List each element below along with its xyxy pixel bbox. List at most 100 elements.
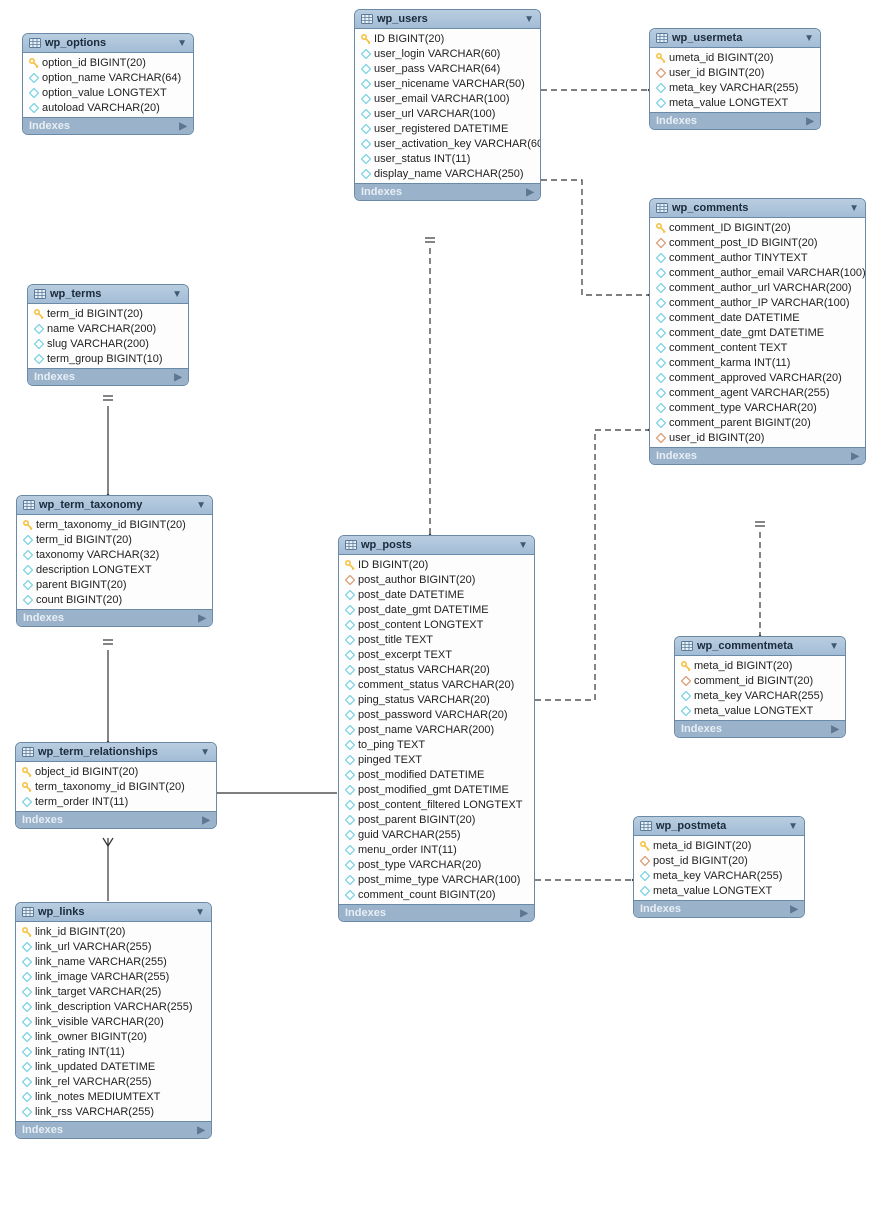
table-wp_links[interactable]: wp_links▼ link_id BIGINT(20) link_url VA… bbox=[15, 902, 212, 1139]
column-row[interactable]: slug VARCHAR(200) bbox=[28, 336, 188, 351]
expand-icon[interactable]: ▶ bbox=[520, 908, 528, 919]
column-row[interactable]: term_taxonomy_id BIGINT(20) bbox=[17, 517, 212, 532]
column-row[interactable]: user_registered DATETIME bbox=[355, 121, 540, 136]
column-row[interactable]: link_id BIGINT(20) bbox=[16, 924, 211, 939]
column-row[interactable]: option_name VARCHAR(64) bbox=[23, 70, 193, 85]
table-footer-indexes[interactable]: Indexes▶ bbox=[650, 447, 865, 464]
expand-icon[interactable]: ▶ bbox=[806, 116, 814, 127]
expand-icon[interactable]: ▶ bbox=[198, 613, 206, 624]
column-row[interactable]: meta_value LONGTEXT bbox=[675, 703, 845, 718]
column-row[interactable]: link_url VARCHAR(255) bbox=[16, 939, 211, 954]
column-row[interactable]: post_title TEXT bbox=[339, 632, 534, 647]
column-row[interactable]: link_rel VARCHAR(255) bbox=[16, 1074, 211, 1089]
column-row[interactable]: user_status INT(11) bbox=[355, 151, 540, 166]
column-row[interactable]: comment_status VARCHAR(20) bbox=[339, 677, 534, 692]
column-row[interactable]: object_id BIGINT(20) bbox=[16, 764, 216, 779]
table-footer-indexes[interactable]: Indexes▶ bbox=[23, 117, 193, 134]
table-wp_commentmeta[interactable]: wp_commentmeta▼ meta_id BIGINT(20) comme… bbox=[674, 636, 846, 738]
column-row[interactable]: umeta_id BIGINT(20) bbox=[650, 50, 820, 65]
column-row[interactable]: term_order INT(11) bbox=[16, 794, 216, 809]
column-row[interactable]: term_id BIGINT(20) bbox=[17, 532, 212, 547]
column-row[interactable]: meta_key VARCHAR(255) bbox=[675, 688, 845, 703]
column-row[interactable]: link_visible VARCHAR(20) bbox=[16, 1014, 211, 1029]
column-row[interactable]: meta_id BIGINT(20) bbox=[675, 658, 845, 673]
column-row[interactable]: display_name VARCHAR(250) bbox=[355, 166, 540, 181]
column-row[interactable]: comment_karma INT(11) bbox=[650, 355, 865, 370]
column-row[interactable]: term_taxonomy_id BIGINT(20) bbox=[16, 779, 216, 794]
column-row[interactable]: comment_date DATETIME bbox=[650, 310, 865, 325]
column-row[interactable]: option_value LONGTEXT bbox=[23, 85, 193, 100]
column-row[interactable]: post_mime_type VARCHAR(100) bbox=[339, 872, 534, 887]
collapse-icon[interactable]: ▼ bbox=[196, 500, 206, 511]
column-row[interactable]: comment_ID BIGINT(20) bbox=[650, 220, 865, 235]
table-footer-indexes[interactable]: Indexes▶ bbox=[355, 183, 540, 200]
column-row[interactable]: meta_key VARCHAR(255) bbox=[650, 80, 820, 95]
collapse-icon[interactable]: ▼ bbox=[524, 14, 534, 25]
collapse-icon[interactable]: ▼ bbox=[849, 203, 859, 214]
column-row[interactable]: user_login VARCHAR(60) bbox=[355, 46, 540, 61]
column-row[interactable]: pinged TEXT bbox=[339, 752, 534, 767]
column-row[interactable]: post_content LONGTEXT bbox=[339, 617, 534, 632]
expand-icon[interactable]: ▶ bbox=[202, 815, 210, 826]
collapse-icon[interactable]: ▼ bbox=[518, 540, 528, 551]
table-footer-indexes[interactable]: Indexes▶ bbox=[675, 720, 845, 737]
column-row[interactable]: post_excerpt TEXT bbox=[339, 647, 534, 662]
column-row[interactable]: post_author BIGINT(20) bbox=[339, 572, 534, 587]
table-footer-indexes[interactable]: Indexes▶ bbox=[634, 900, 804, 917]
column-row[interactable]: comment_content TEXT bbox=[650, 340, 865, 355]
column-row[interactable]: guid VARCHAR(255) bbox=[339, 827, 534, 842]
column-row[interactable]: link_target VARCHAR(25) bbox=[16, 984, 211, 999]
expand-icon[interactable]: ▶ bbox=[851, 451, 859, 462]
column-row[interactable]: post_id BIGINT(20) bbox=[634, 853, 804, 868]
column-row[interactable]: comment_approved VARCHAR(20) bbox=[650, 370, 865, 385]
collapse-icon[interactable]: ▼ bbox=[804, 33, 814, 44]
expand-icon[interactable]: ▶ bbox=[790, 904, 798, 915]
table-wp_term_relationships[interactable]: wp_term_relationships▼ object_id BIGINT(… bbox=[15, 742, 217, 829]
column-row[interactable]: post_modified DATETIME bbox=[339, 767, 534, 782]
column-row[interactable]: comment_author_IP VARCHAR(100) bbox=[650, 295, 865, 310]
column-row[interactable]: user_activation_key VARCHAR(60) bbox=[355, 136, 540, 151]
column-row[interactable]: post_parent BIGINT(20) bbox=[339, 812, 534, 827]
column-row[interactable]: ID BIGINT(20) bbox=[339, 557, 534, 572]
column-row[interactable]: user_nicename VARCHAR(50) bbox=[355, 76, 540, 91]
table-header[interactable]: wp_usermeta▼ bbox=[650, 29, 820, 48]
collapse-icon[interactable]: ▼ bbox=[829, 641, 839, 652]
collapse-icon[interactable]: ▼ bbox=[788, 821, 798, 832]
column-row[interactable]: name VARCHAR(200) bbox=[28, 321, 188, 336]
table-wp_postmeta[interactable]: wp_postmeta▼ meta_id BIGINT(20) post_id … bbox=[633, 816, 805, 918]
table-header[interactable]: wp_term_relationships▼ bbox=[16, 743, 216, 762]
column-row[interactable]: comment_id BIGINT(20) bbox=[675, 673, 845, 688]
table-wp_terms[interactable]: wp_terms▼ term_id BIGINT(20) name VARCHA… bbox=[27, 284, 189, 386]
column-row[interactable]: link_notes MEDIUMTEXT bbox=[16, 1089, 211, 1104]
table-header[interactable]: wp_terms▼ bbox=[28, 285, 188, 304]
table-header[interactable]: wp_postmeta▼ bbox=[634, 817, 804, 836]
column-row[interactable]: comment_type VARCHAR(20) bbox=[650, 400, 865, 415]
table-wp_usermeta[interactable]: wp_usermeta▼ umeta_id BIGINT(20) user_id… bbox=[649, 28, 821, 130]
table-header[interactable]: wp_options▼ bbox=[23, 34, 193, 53]
table-footer-indexes[interactable]: Indexes▶ bbox=[16, 1121, 211, 1138]
table-header[interactable]: wp_comments▼ bbox=[650, 199, 865, 218]
expand-icon[interactable]: ▶ bbox=[831, 724, 839, 735]
column-row[interactable]: link_rating INT(11) bbox=[16, 1044, 211, 1059]
column-row[interactable]: count BIGINT(20) bbox=[17, 592, 212, 607]
column-row[interactable]: to_ping TEXT bbox=[339, 737, 534, 752]
table-header[interactable]: wp_links▼ bbox=[16, 903, 211, 922]
column-row[interactable]: comment_author TINYTEXT bbox=[650, 250, 865, 265]
column-row[interactable]: post_content_filtered LONGTEXT bbox=[339, 797, 534, 812]
collapse-icon[interactable]: ▼ bbox=[177, 38, 187, 49]
table-footer-indexes[interactable]: Indexes▶ bbox=[17, 609, 212, 626]
expand-icon[interactable]: ▶ bbox=[197, 1125, 205, 1136]
column-row[interactable]: user_id BIGINT(20) bbox=[650, 65, 820, 80]
table-wp_comments[interactable]: wp_comments▼ comment_ID BIGINT(20) comme… bbox=[649, 198, 866, 465]
column-row[interactable]: post_status VARCHAR(20) bbox=[339, 662, 534, 677]
column-row[interactable]: post_modified_gmt DATETIME bbox=[339, 782, 534, 797]
table-wp_posts[interactable]: wp_posts▼ ID BIGINT(20) post_author BIGI… bbox=[338, 535, 535, 922]
column-row[interactable]: link_updated DATETIME bbox=[16, 1059, 211, 1074]
column-row[interactable]: link_owner BIGINT(20) bbox=[16, 1029, 211, 1044]
column-row[interactable]: taxonomy VARCHAR(32) bbox=[17, 547, 212, 562]
collapse-icon[interactable]: ▼ bbox=[172, 289, 182, 300]
table-header[interactable]: wp_commentmeta▼ bbox=[675, 637, 845, 656]
column-row[interactable]: post_date_gmt DATETIME bbox=[339, 602, 534, 617]
column-row[interactable]: parent BIGINT(20) bbox=[17, 577, 212, 592]
column-row[interactable]: comment_author_url VARCHAR(200) bbox=[650, 280, 865, 295]
